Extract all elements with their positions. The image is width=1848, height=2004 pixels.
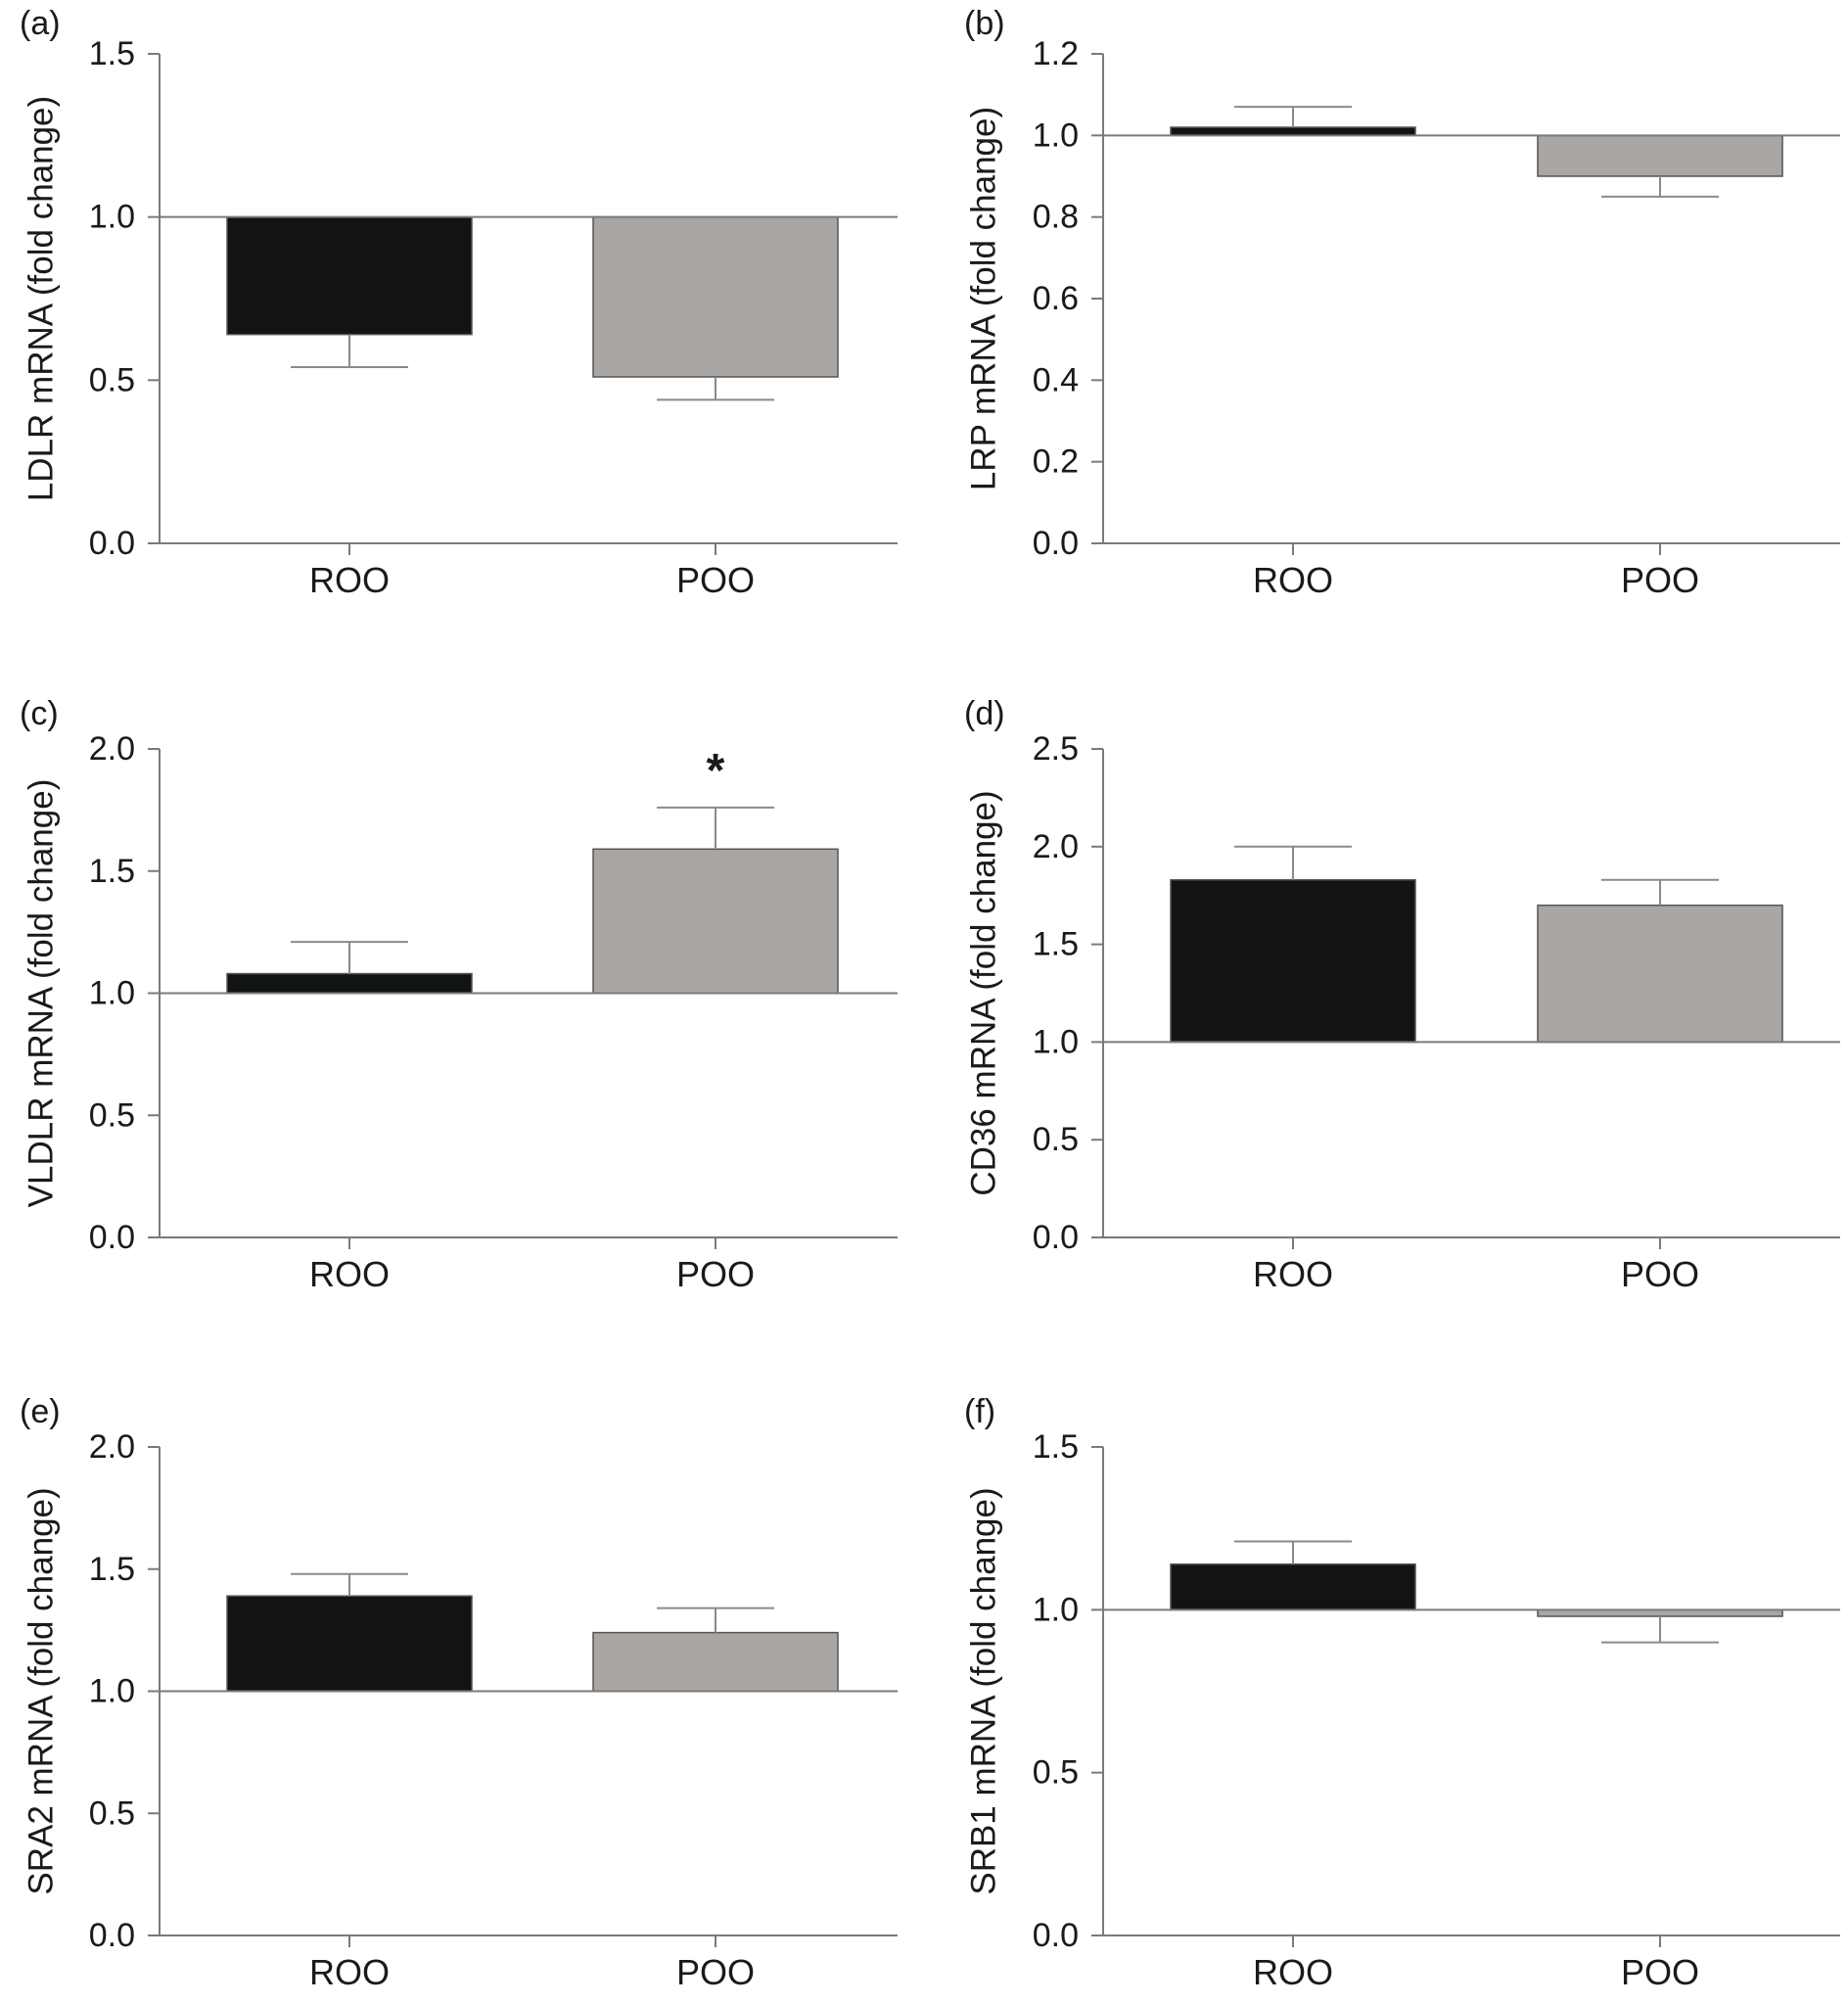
y-tick-label: 0.5 <box>1033 1754 1079 1792</box>
chart-panel: (b) LRP mRNA (fold change) 0.0 0.2 0.4 0.6 0.8… <box>964 5 1840 600</box>
y-tick-label: 1.5 <box>89 1551 135 1588</box>
category-label-poo: POO <box>1621 1254 1699 1294</box>
y-tick-label: 1.5 <box>89 853 135 890</box>
bar-roo <box>226 215 473 336</box>
y-tick-label: 0.0 <box>1033 1917 1079 1954</box>
chart-panel: (c) VLDLR mRNA (fold change) 0.0 0.5 1.0 1.5 2… <box>20 695 898 1294</box>
bar-roo <box>1170 126 1416 137</box>
panel-label: (a) <box>20 5 61 42</box>
bar-poo <box>592 1631 839 1693</box>
y-tick-label: 0.5 <box>1033 1121 1079 1158</box>
y-tick-label: 0.5 <box>89 361 135 398</box>
category-label-poo: POO <box>676 1952 755 1992</box>
chart-panel: (d) CD36 mRNA (fold change) 0.0 0.5 1.0 1.5 2.… <box>964 695 1840 1294</box>
y-tick-label: 1.5 <box>1033 926 1079 963</box>
category-label-roo: ROO <box>1253 560 1333 600</box>
significance-marker: * <box>707 745 725 797</box>
y-tick-label: 1.0 <box>89 975 135 1012</box>
y-tick-label: 1.0 <box>1033 1023 1079 1060</box>
y-tick-label: 1.5 <box>1033 1428 1079 1466</box>
y-axis-title: SRA2 mRNA (fold change) <box>23 1487 61 1894</box>
y-tick-label: 1.0 <box>89 199 135 236</box>
bar-roo <box>1170 1563 1416 1611</box>
category-label-roo: ROO <box>309 1952 390 1992</box>
category-label-poo: POO <box>676 560 755 600</box>
bar-poo <box>592 215 839 378</box>
bar-poo <box>1537 904 1783 1044</box>
y-tick-label: 1.0 <box>1033 117 1079 154</box>
category-label-roo: ROO <box>309 560 390 600</box>
bar-poo <box>592 848 839 995</box>
y-tick-label: 1.0 <box>89 1673 135 1710</box>
bar-roo <box>226 1595 473 1693</box>
y-tick-label: 0.8 <box>1033 199 1079 236</box>
y-tick-label: 0.4 <box>1033 361 1079 398</box>
y-tick-label: 1.2 <box>1033 35 1079 72</box>
y-tick-label: 1.5 <box>89 35 135 72</box>
panel-label: (e) <box>20 1393 61 1430</box>
category-label-poo: POO <box>1621 1952 1699 1992</box>
panel-label: (c) <box>20 695 59 732</box>
bar-roo <box>226 972 473 995</box>
chart-panel: (e) SRA2 mRNA (fold change) 0.0 0.5 1.0 1.5 2.… <box>20 1393 898 1992</box>
chart-panel: (a) LDLR mRNA (fold change) 0.0 0.5 1.0 1.5 RO… <box>20 5 898 600</box>
category-label-poo: POO <box>676 1254 755 1294</box>
y-axis-title: LDLR mRNA (fold change) <box>23 96 61 501</box>
y-tick-label: 0.0 <box>89 1219 135 1256</box>
y-tick-label: 0.0 <box>89 525 135 562</box>
y-tick-label: 1.0 <box>1033 1591 1079 1628</box>
y-tick-label: 0.0 <box>89 1917 135 1954</box>
y-tick-label: 2.0 <box>1033 828 1079 865</box>
bar-roo <box>1170 878 1416 1044</box>
y-tick-label: 2.5 <box>1033 730 1079 768</box>
y-tick-label: 2.0 <box>89 730 135 768</box>
category-label-roo: ROO <box>1253 1952 1333 1992</box>
category-label-roo: ROO <box>309 1254 390 1294</box>
panel-label: (d) <box>964 695 1005 732</box>
chart-panel: (f) SRB1 mRNA (fold change) 0.0 0.5 1.0 1.5 RO… <box>964 1393 1840 1992</box>
y-tick-label: 0.5 <box>89 1794 135 1832</box>
category-label-roo: ROO <box>1253 1254 1333 1294</box>
y-tick-label: 0.0 <box>1033 525 1079 562</box>
y-tick-label: 2.0 <box>89 1428 135 1466</box>
y-axis-title: CD36 mRNA (fold change) <box>965 790 1003 1195</box>
y-tick-label: 0.0 <box>1033 1219 1079 1256</box>
y-axis-title: VLDLR mRNA (fold change) <box>23 779 61 1208</box>
y-axis-title: LRP mRNA (fold change) <box>965 107 1003 490</box>
bar-poo <box>1537 134 1783 177</box>
panel-label: (b) <box>964 5 1005 42</box>
y-tick-label: 0.5 <box>89 1096 135 1134</box>
y-tick-label: 0.2 <box>1033 443 1079 481</box>
y-axis-title: SRB1 mRNA (fold change) <box>965 1487 1003 1894</box>
panel-label: (f) <box>964 1393 995 1430</box>
category-label-poo: POO <box>1621 560 1699 600</box>
y-tick-label: 0.6 <box>1033 280 1079 317</box>
